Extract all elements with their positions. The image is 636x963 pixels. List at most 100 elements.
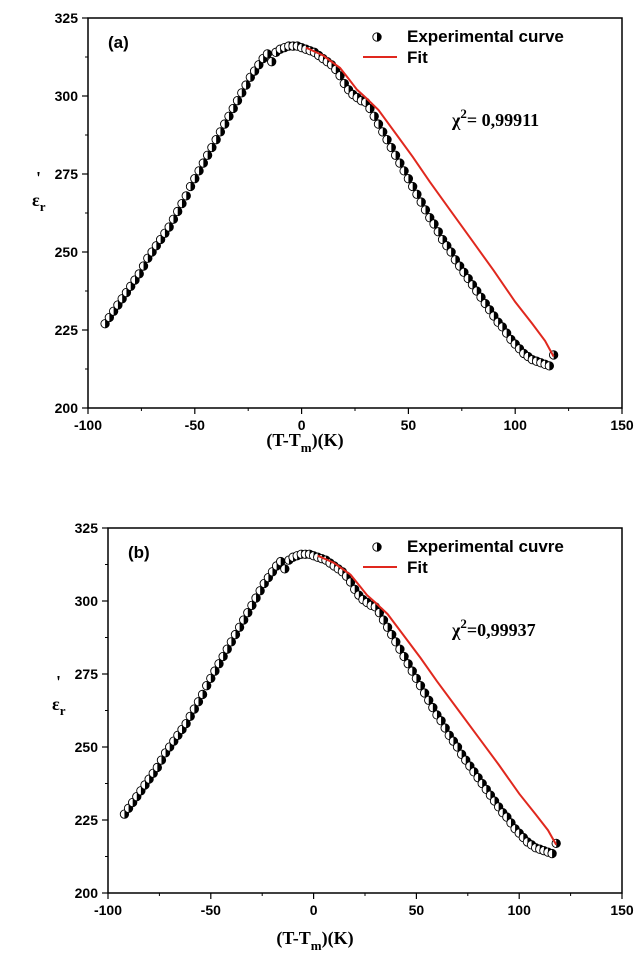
- data-point-fill: [235, 630, 240, 639]
- data-point-fill: [395, 637, 401, 647]
- data-point: [425, 213, 435, 223]
- y-axis-title-prime: ': [36, 168, 41, 188]
- y-tick-label: 200: [55, 400, 79, 416]
- data-point-fill: [231, 637, 236, 647]
- data-point-fill: [237, 96, 242, 105]
- data-point: [436, 716, 446, 726]
- data-point: [234, 622, 245, 632]
- data-point-fill: [378, 119, 383, 129]
- legend-label-experimental: Experimental curve: [407, 27, 564, 46]
- data-point-fill: [216, 135, 221, 144]
- legend-marker-point: [372, 32, 382, 42]
- y-tick-label: 325: [75, 520, 99, 536]
- data-point-fill: [260, 586, 265, 595]
- data-point: [164, 222, 174, 232]
- data-point-fill: [395, 151, 400, 160]
- legend-label-experimental: Experimental cuvre: [407, 537, 564, 556]
- data-point-fill: [194, 704, 199, 714]
- data-point-fill: [552, 849, 557, 858]
- data-point-fill: [280, 557, 285, 566]
- data-point: [378, 127, 388, 137]
- data-point: [218, 651, 228, 662]
- data-point: [335, 71, 345, 81]
- data-point: [408, 181, 418, 192]
- data-point: [446, 247, 456, 257]
- x-axis-title-tail: )(K): [322, 928, 354, 949]
- data-point-fill: [224, 119, 229, 129]
- data-point-fill: [387, 623, 392, 632]
- legend: Experimental cuvre Fit: [363, 537, 564, 577]
- data-point-fill: [428, 696, 433, 705]
- data-point-fill: [256, 593, 261, 603]
- y-axis-title: εr: [32, 190, 46, 214]
- data-point: [387, 629, 397, 640]
- data-point: [428, 702, 438, 713]
- data-point-fill: [425, 205, 430, 215]
- y-tick-label: 225: [55, 322, 79, 338]
- data-point-fill: [271, 57, 276, 66]
- data-point: [502, 328, 512, 338]
- x-tick-label: 100: [508, 902, 532, 918]
- data-point: [267, 57, 277, 67]
- data-point-fill: [391, 630, 396, 639]
- data-point: [433, 227, 443, 237]
- data-point-fill: [408, 174, 413, 183]
- data-point: [391, 637, 401, 647]
- y-tick-label: 250: [55, 244, 79, 260]
- fit-line: [317, 554, 558, 846]
- data-point-fill: [157, 763, 162, 772]
- data-point: [160, 228, 170, 238]
- data-point: [243, 608, 253, 618]
- x-tick-label: -50: [185, 417, 205, 433]
- data-point: [390, 150, 401, 160]
- data-point-fill: [228, 112, 234, 121]
- data-point: [245, 72, 255, 82]
- data-point-fill: [340, 71, 345, 80]
- data-point: [197, 689, 208, 700]
- data-point: [156, 755, 167, 765]
- data-point-fill: [284, 564, 290, 574]
- chi-superscript: 2: [460, 616, 467, 631]
- panel-label: (b): [128, 543, 150, 562]
- data-point-fill: [549, 361, 554, 371]
- data-point-fill: [457, 742, 462, 752]
- plot-frame: [87, 17, 623, 409]
- data-point: [420, 205, 431, 215]
- y-axis-title-sub: r: [40, 199, 46, 214]
- x-tick-label: 100: [504, 417, 528, 433]
- data-point: [450, 255, 461, 265]
- data-point-fill: [441, 716, 446, 725]
- data-point: [411, 673, 422, 684]
- data-point-fill: [214, 666, 220, 676]
- x-tick-label: 50: [401, 417, 417, 433]
- data-point: [429, 219, 439, 229]
- legend-marker-experimental: [372, 542, 382, 552]
- data-point: [437, 234, 448, 245]
- data-point-fill: [416, 190, 422, 199]
- chi-squared-annotation: χ2=0,99937: [451, 616, 536, 640]
- data-point-fill: [408, 659, 413, 668]
- legend-marker-experimental: [372, 32, 382, 42]
- y-tick-label: 300: [55, 88, 79, 104]
- data-point: [181, 718, 191, 729]
- data-point-fill: [198, 697, 203, 706]
- data-point-fill: [186, 191, 191, 201]
- data-point: [419, 688, 430, 698]
- data-point-fill: [369, 104, 375, 113]
- data-point: [378, 615, 389, 625]
- data-point-fill: [251, 601, 257, 610]
- data-point-fill: [173, 215, 178, 224]
- data-point: [207, 142, 217, 153]
- x-tick-label: 0: [310, 902, 318, 918]
- data-point-fill: [219, 659, 224, 668]
- legend-marker-point-fill: [377, 542, 382, 552]
- data-point-fill: [382, 127, 387, 137]
- data-point-fill: [243, 615, 248, 625]
- data-point: [193, 697, 204, 707]
- data-point: [254, 60, 264, 70]
- x-axis-title-main: (T-T: [276, 928, 310, 949]
- x-tick-label: 0: [298, 417, 306, 433]
- y-axis-title: εr: [52, 694, 66, 718]
- data-point-fill: [181, 199, 187, 208]
